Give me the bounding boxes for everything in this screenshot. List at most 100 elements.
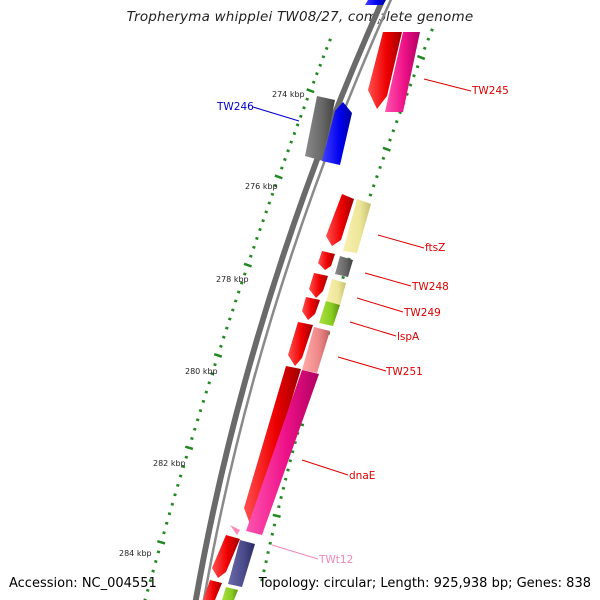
- minor-tick: [305, 97, 310, 101]
- minor-tick: [279, 495, 283, 500]
- left-scale-dots: [143, 38, 332, 600]
- minor-tick: [261, 219, 265, 223]
- minor-tick: [148, 579, 153, 583]
- minor-tick: [170, 502, 175, 506]
- minor-tick: [318, 63, 323, 68]
- minor-tick: [408, 83, 413, 87]
- minor-tick: [328, 38, 332, 42]
- gene-TW245-red[interactable]: [368, 32, 402, 109]
- minor-tick: [381, 156, 386, 160]
- minor-tick: [267, 201, 272, 205]
- minor-tick: [264, 210, 269, 214]
- minor-tick: [324, 46, 329, 51]
- label-TW249: TW249: [403, 307, 441, 319]
- gene-dnaE-magenta[interactable]: [246, 370, 319, 535]
- minor-tick: [281, 486, 286, 490]
- minor-tick: [184, 455, 189, 459]
- major-tick: [184, 445, 194, 451]
- minor-tick: [273, 183, 278, 188]
- minor-tick: [176, 483, 180, 488]
- minor-tick: [315, 71, 319, 76]
- gene-bottom-purple[interactable]: [228, 540, 255, 587]
- gene-dnaE-red[interactable]: [244, 366, 301, 524]
- minor-tick: [295, 123, 300, 127]
- scale-label-274: 274 kbp: [272, 90, 305, 99]
- minor-tick: [233, 299, 238, 303]
- label-TW248: TW248: [411, 281, 449, 293]
- minor-tick: [286, 468, 290, 472]
- gene-TW248-red[interactable]: [318, 251, 335, 270]
- major-tick: [157, 539, 166, 545]
- minor-tick: [154, 559, 158, 564]
- minor-tick: [430, 28, 434, 32]
- minor-tick: [221, 335, 226, 339]
- minor-tick: [272, 523, 277, 527]
- minor-tick: [415, 64, 420, 69]
- minor-tick: [286, 149, 290, 153]
- minor-tick: [279, 166, 284, 170]
- scale-label-278: 278 kbp: [216, 275, 249, 284]
- minor-tick: [143, 598, 147, 600]
- gene-TW249-red[interactable]: [309, 273, 328, 298]
- label-TW251: TW251: [385, 366, 423, 378]
- major-tick: [306, 88, 315, 94]
- gene-bottom-red[interactable]: [212, 535, 240, 578]
- minor-tick: [178, 474, 183, 478]
- minor-tick: [266, 550, 270, 555]
- minor-tick: [230, 308, 235, 312]
- map-title: Tropheryma whipplei TW08/27, complete ge…: [126, 9, 474, 25]
- gene-TWt12[interactable]: [230, 525, 240, 535]
- minor-tick: [210, 372, 214, 376]
- minor-tick: [239, 281, 244, 285]
- gene-TW251-salmon[interactable]: [302, 327, 330, 373]
- minor-tick: [321, 55, 326, 59]
- label-ftsZ: ftsZ: [425, 242, 445, 254]
- minor-tick: [192, 427, 197, 431]
- gene-TW249-yellow[interactable]: [326, 279, 346, 305]
- minor-tick: [213, 362, 217, 367]
- minor-tick: [260, 578, 264, 582]
- minor-tick: [422, 46, 427, 51]
- minor-tick: [255, 236, 259, 241]
- major-tick: [213, 352, 223, 358]
- scale-label-280: 280 kbp: [185, 367, 218, 376]
- minor-tick: [375, 175, 379, 179]
- minor-tick: [164, 521, 169, 525]
- minor-tick: [162, 531, 166, 535]
- major-tick: [243, 262, 252, 268]
- minor-tick: [426, 37, 431, 41]
- minor-tick: [264, 560, 268, 564]
- minor-tick: [224, 326, 229, 330]
- major-tick: [272, 513, 281, 518]
- gene-bottom-green[interactable]: [222, 587, 238, 600]
- gene-TW246-blue[interactable]: [322, 102, 352, 165]
- minor-tick: [227, 317, 232, 321]
- gene-ftsZ-yellow[interactable]: [343, 199, 371, 253]
- minor-tick: [268, 541, 272, 545]
- minor-tick: [298, 114, 303, 118]
- gene-lspA-green[interactable]: [319, 301, 340, 326]
- gene-TW248-gray[interactable]: [335, 256, 353, 277]
- gene-TW246-gray[interactable]: [305, 96, 335, 161]
- minor-tick: [302, 106, 306, 110]
- gene-TW251-red[interactable]: [288, 322, 313, 366]
- minor-tick: [201, 399, 206, 404]
- topology-text: Topology: circular; Length: 925,938 bp; …: [258, 576, 591, 591]
- label-TW245: TW245: [471, 85, 509, 97]
- gene-bottom-red-2[interactable]: [203, 580, 222, 600]
- tick-marks: [143, 28, 434, 600]
- minor-tick: [283, 157, 287, 162]
- minor-tick: [167, 512, 172, 516]
- genome-backbone: [192, 0, 393, 600]
- minor-tick: [151, 569, 155, 573]
- gene-TW245-magenta[interactable]: [385, 32, 420, 112]
- minor-tick: [311, 80, 316, 84]
- minor-tick: [204, 390, 209, 394]
- minor-tick: [277, 505, 281, 509]
- gene-lspA-red[interactable]: [302, 297, 320, 320]
- minor-tick: [388, 138, 392, 142]
- gene-top-blue[interactable]: [365, 0, 386, 5]
- gene-ftsZ-red[interactable]: [326, 194, 354, 246]
- minor-tick: [173, 493, 177, 497]
